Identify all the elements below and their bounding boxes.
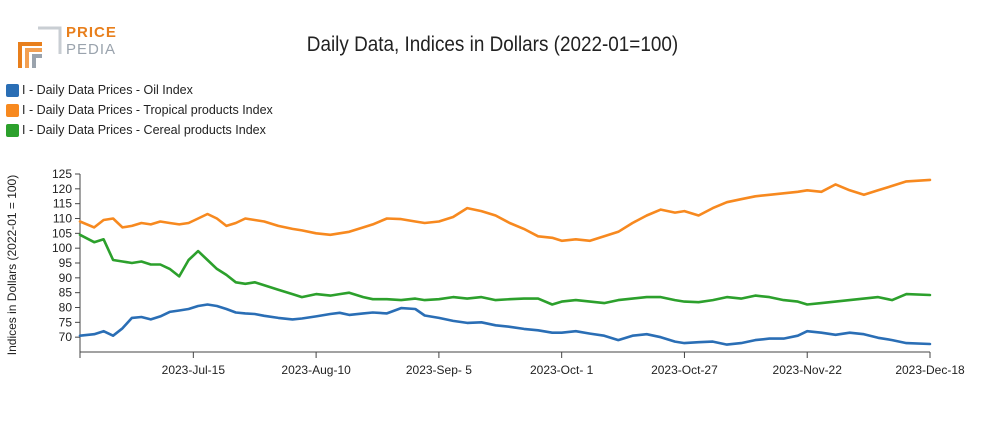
series-line-oil [78,303,932,346]
legend-item-oil[interactable]: I - Daily Data Prices - Oil Index [6,80,273,100]
legend-label-cereal: I - Daily Data Prices - Cereal products … [22,123,266,137]
legend-item-tropical[interactable]: I - Daily Data Prices - Tropical product… [6,100,273,120]
y-tick-label: 90 [59,271,73,285]
x-tick-label: 2023-Dec-18 [895,363,965,377]
y-tick-label: 80 [59,301,73,315]
legend-swatch-oil [6,83,19,97]
logo-text-pedia: PEDIA [66,41,117,58]
y-tick-label: 115 [53,197,72,211]
x-tick-label: 2023-Nov-22 [773,363,843,377]
y-tick-label: 120 [52,182,72,196]
y-tick-label: 85 [59,286,73,300]
logo-text-price: PRICE [66,24,117,41]
y-tick-label: 100 [52,241,72,255]
y-tick-label: 75 [59,315,73,329]
legend-swatch-tropical [6,103,19,117]
y-tick-label: 125 [52,167,72,181]
x-tick-label: 2023-Sep- 5 [406,363,472,377]
series-layer [78,178,932,346]
y-tick-label: 70 [59,330,73,344]
x-tick-label: 2023-Jul-15 [162,363,226,377]
pricepedia-logo: PRICE PEDIA [18,24,128,70]
x-tick-label: 2023-Oct- 1 [530,363,594,377]
x-axis: 2023-Jul-15 2023-Aug-10 2023-Sep- 5 2023-Oc… [79,351,965,377]
series-line-cereal [78,233,932,306]
x-tick-label: 2023-Oct-27 [651,363,718,377]
legend-swatch-cereal [6,123,19,137]
legend-item-cereal[interactable]: I - Daily Data Prices - Cereal products … [6,120,273,140]
legend-label-oil: I - Daily Data Prices - Oil Index [22,83,193,97]
y-tick-label: 105 [52,226,72,240]
y-tick-label: 110 [53,212,72,226]
series-line-tropical [78,178,932,243]
chart-title: Daily Data, Indices in Dollars (2022-01=… [306,33,679,56]
legend-label-tropical: I - Daily Data Prices - Tropical product… [22,103,273,117]
y-tick-label: 95 [59,256,73,270]
chart-legend: I - Daily Data Prices - Oil Index I - Da… [6,80,273,140]
x-tick-label: 2023-Aug-10 [281,363,351,377]
logo-mark-icon [18,26,62,68]
